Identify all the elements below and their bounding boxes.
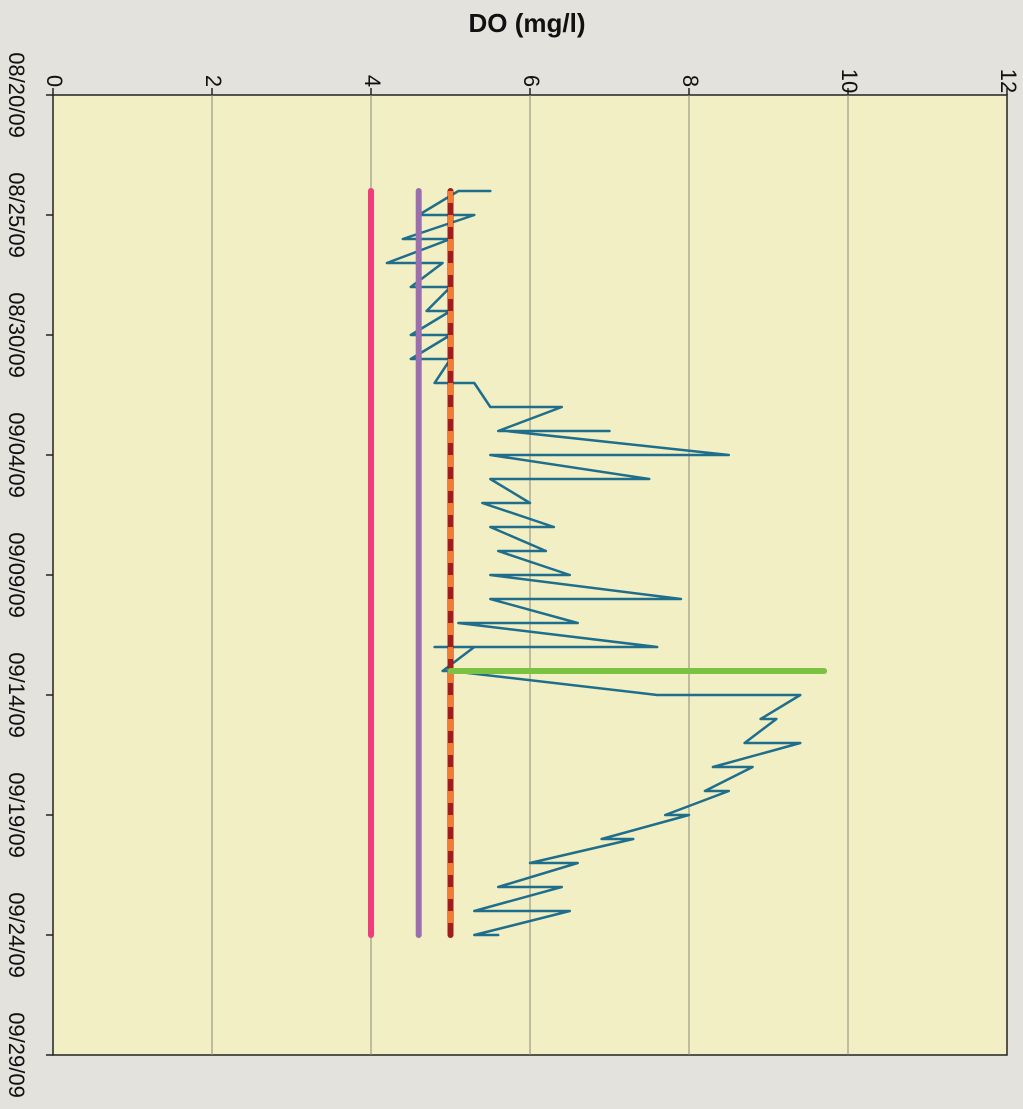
y-tick-label: 12 <box>996 69 1021 93</box>
y-tick-label: 0 <box>42 75 67 87</box>
y-tick-label: 6 <box>519 75 544 87</box>
y-tick-label: 10 <box>837 69 862 93</box>
series-line-0 <box>385 189 802 937</box>
x-axis: 08/20/09 08/25/09 08/30/09 09/04/09 09/09/09… <box>4 52 53 1098</box>
x-tick-label: 09/14/09 <box>4 652 29 738</box>
y-tick-label: 8 <box>678 75 703 87</box>
y-tick-label: 4 <box>360 75 385 87</box>
y-axis-label: DO (mg/l) <box>469 8 586 38</box>
series-lines <box>368 188 828 938</box>
x-tick-label: 08/30/09 <box>4 292 29 378</box>
y-tick-label: 2 <box>201 75 226 87</box>
x-tick-label: 08/20/09 <box>4 52 29 138</box>
y-axis: 0 2 4 6 8 10 12 <box>42 69 1021 95</box>
x-tick-label: 09/24/09 <box>4 892 29 978</box>
x-tick-label: 09/19/09 <box>4 772 29 858</box>
x-tick-label: 09/04/09 <box>4 412 29 498</box>
x-tick-label: 09/09/09 <box>4 532 29 618</box>
x-tick-label: 08/25/09 <box>4 172 29 258</box>
x-tick-label: 09/29/09 <box>4 1012 29 1098</box>
